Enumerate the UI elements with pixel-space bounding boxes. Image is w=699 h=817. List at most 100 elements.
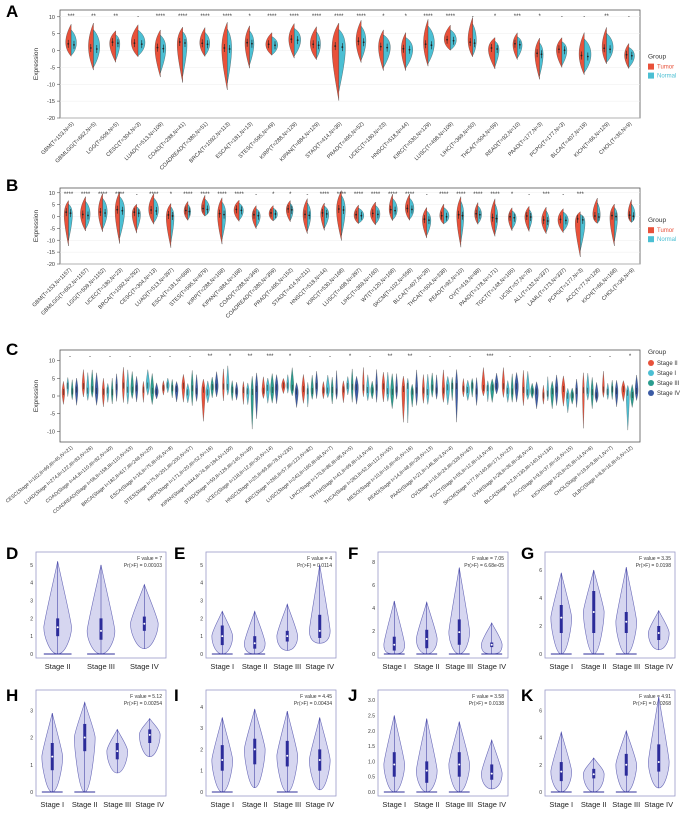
x-tick-label: Stage III [87,662,115,671]
stage-violin [290,367,294,397]
significance-label: * [248,14,251,20]
significance-label: **** [223,14,233,20]
significance-label: ** [91,14,96,20]
y-axis-label: Expression [33,48,40,81]
x-tick-label: Stage III [103,800,131,809]
y-tick-label: 0 [539,652,542,658]
significance-label: * [289,354,292,360]
stage-violin [445,376,450,405]
normal-median [251,42,253,45]
legend-label: Normal [657,74,676,80]
significance-label: - [562,192,564,198]
median-dot [253,642,256,645]
significance-label: * [382,14,385,20]
stage-violin [294,382,299,408]
tumor-median [402,47,405,50]
y-tick-label: 8 [372,560,375,566]
legend-swatch [648,236,654,243]
significance-label: * [349,354,352,360]
tumor-violin [114,191,120,244]
tumor-median [406,207,409,210]
panel-a: 1050-5-10-15-20Expression***GBM(T=153,N=… [33,9,676,172]
stage-violin [441,369,445,403]
median-dot [83,736,86,739]
significance-label: *** [514,14,522,20]
significance-label: - [609,354,611,360]
significance-label: - [137,14,139,20]
tumor-violin [177,26,183,83]
p-value-label: Pr(>F) = 0.0198 [636,563,672,569]
stage-violin [550,381,554,409]
median-dot [657,761,660,764]
median-dot [393,643,396,646]
y-tick-label: 2 [539,624,542,630]
median-dot [490,772,493,775]
tumor-median [457,213,460,216]
y-tick-label: 4 [200,581,203,587]
tumor-violin [627,199,632,223]
normal-median [428,219,430,222]
tumor-median [379,45,382,48]
tumor-median [178,41,181,43]
normal-violin [115,34,120,61]
legend-swatch [648,227,654,234]
stage-violin [634,374,639,401]
tumor-violin [109,30,116,63]
y-tick-label: 3 [200,726,203,732]
p-value-label: Pr(>F) = 0.00103 [124,563,162,569]
normal-median [341,46,344,48]
tumor-median [475,212,478,215]
x-tick-label: Stage I [210,662,234,671]
significance-label: * [629,354,632,360]
y-tick-label: 0.0 [368,790,375,796]
tumor-median [440,214,443,217]
legend-label: Stage IV [657,391,680,397]
tumor-median [542,219,545,221]
normal-violin [341,195,346,236]
stage-violin [90,369,94,398]
y-tick-label: 3 [200,599,203,605]
y-tick-label: 0 [372,652,375,658]
median-dot [318,759,321,762]
tumor-median [514,42,516,45]
normal-median [140,43,143,46]
x-tick-label: Stage III [445,662,473,671]
panel-letter-d: D [6,544,19,563]
normal-median [513,216,516,219]
median-dot [221,759,224,762]
y-tick-label: 0 [30,790,33,796]
significance-label: *** [486,354,494,360]
panel-d: 5 4 3 2 1 0 F value = 7Pr(>F) = 0.00103 Stage I… [30,551,167,671]
median-dot [560,770,563,773]
significance-label: * [405,14,408,20]
significance-label: * [229,354,232,360]
tumor-median [580,54,583,57]
tumor-violin [64,200,69,247]
tumor-violin [154,29,161,78]
y-tick-label: -15 [47,250,55,256]
normal-median [206,208,209,211]
stage-violin [586,373,590,401]
median-dot [56,626,59,629]
normal-median [274,213,277,215]
stage-violin [250,376,254,430]
median-dot [657,632,660,634]
tumor-median [65,211,68,214]
normal-median [408,48,411,51]
tumor-median [218,212,221,215]
significance-label: **** [200,14,210,20]
tumor-median [150,209,152,211]
panel-letter-f: F [348,544,359,563]
tumor-median [67,42,70,45]
significance-label: **** [115,192,125,198]
significance-label: **** [371,192,381,198]
significance-label: - [89,354,91,360]
stage-violin [510,373,514,403]
tumor-violin [336,190,342,241]
tumor-median [321,211,324,214]
median-dot [393,763,396,766]
panel-letter-g: G [521,544,535,563]
y-tick-label: 5 [200,563,203,569]
f-value-label: F value = 4 [307,556,332,562]
stage-violin [481,367,486,397]
